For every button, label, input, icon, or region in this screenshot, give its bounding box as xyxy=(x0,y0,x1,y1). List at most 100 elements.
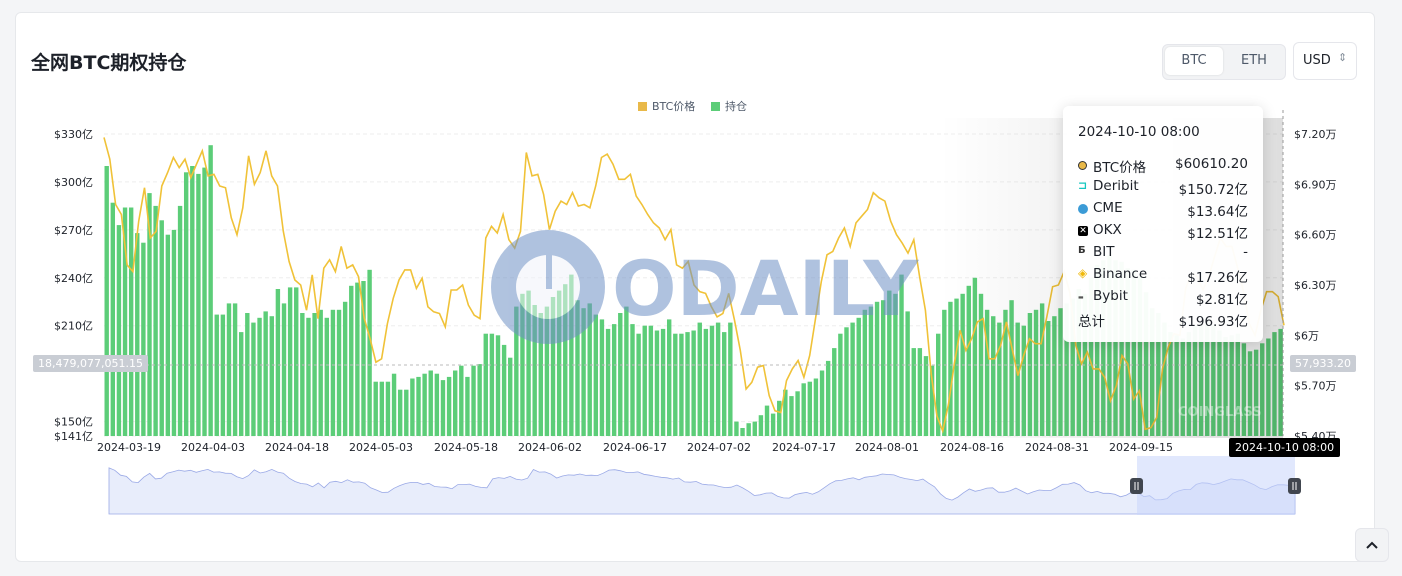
oi-bar xyxy=(514,306,519,436)
oi-bar xyxy=(691,330,696,436)
tooltip-value: $17.26亿 xyxy=(1187,270,1248,286)
oi-bar xyxy=(269,316,274,436)
y-right-tick-label: $6万 xyxy=(1294,329,1319,342)
oi-bar xyxy=(563,284,568,436)
y-left-tick-label: $141亿 xyxy=(54,430,93,443)
oi-bar xyxy=(220,314,226,436)
x-tick-label: 2024-08-16 xyxy=(940,441,1004,454)
tooltip-row-binance: ◈ Binance $17.26亿 xyxy=(1078,266,1248,286)
y-left-tick-label: $150亿 xyxy=(54,416,93,429)
bit-icon: Ƃ xyxy=(1078,245,1086,256)
crosshair-left-value: 18,479,077,051.15 xyxy=(33,355,148,372)
y-left-tick-label: $240亿 xyxy=(54,272,93,285)
oi-bar xyxy=(703,328,709,436)
y-right-tick-label: $6.30万 xyxy=(1294,279,1337,292)
oi-bar xyxy=(832,348,837,436)
crosshair-time-label: 2024-10-10 08:00 xyxy=(1229,438,1341,457)
deribit-icon: ⊐ xyxy=(1078,179,1088,192)
oi-bar xyxy=(624,306,629,436)
oi-bar xyxy=(397,389,403,436)
oi-bar xyxy=(434,373,440,436)
oi-bar xyxy=(587,303,592,436)
oi-bar xyxy=(159,220,164,436)
dot-icon xyxy=(1078,161,1087,170)
x-tick-label: 2024-04-18 xyxy=(265,441,329,454)
asset-toggle: BTC ETH xyxy=(1162,44,1286,80)
oi-bar xyxy=(605,328,611,436)
navigator-selection[interactable] xyxy=(1137,456,1295,515)
oi-bar xyxy=(196,173,201,436)
cme-icon xyxy=(1078,204,1088,214)
navigator-handle-right[interactable] xyxy=(1288,478,1301,494)
bybit-icon: ▬ xyxy=(1078,294,1084,301)
oi-bar xyxy=(929,365,935,436)
oi-bar xyxy=(257,317,262,436)
oi-bar xyxy=(538,313,543,436)
oi-bar xyxy=(446,376,452,436)
oi-bar xyxy=(636,333,641,436)
oi-bar xyxy=(593,314,599,436)
oi-bar xyxy=(862,309,868,436)
oi-bar xyxy=(581,308,586,436)
oi-bar xyxy=(202,167,207,436)
tooltip-name: BTC价格 xyxy=(1093,160,1147,176)
tab-btc[interactable]: BTC xyxy=(1165,47,1223,75)
oi-bar xyxy=(722,332,727,436)
oi-bar xyxy=(838,333,843,436)
tooltip-value: $13.64亿 xyxy=(1187,204,1248,220)
oi-bar xyxy=(501,344,507,436)
y-left-tick-label: $270亿 xyxy=(54,224,93,237)
oi-bar xyxy=(666,319,672,436)
tooltip-row-bybit: ▬ Bybit $2.81亿 xyxy=(1078,288,1248,308)
oi-bar xyxy=(923,356,929,436)
oi-bar xyxy=(251,322,256,436)
tooltip-name: Binance xyxy=(1093,266,1148,282)
legend-label-oi: 持仓 xyxy=(725,100,747,113)
oi-bar xyxy=(440,380,446,436)
x-tick-label: 2024-05-03 xyxy=(349,441,413,454)
oi-bar xyxy=(740,428,745,436)
oi-bar xyxy=(465,376,470,436)
legend-item-price[interactable]: BTC价格 xyxy=(638,98,695,114)
oi-bar xyxy=(936,333,941,436)
oi-bar xyxy=(135,233,140,436)
oi-bar xyxy=(697,322,702,436)
y-left-tick-label: $300亿 xyxy=(54,176,93,189)
oi-bar xyxy=(783,389,788,436)
legend-item-oi[interactable]: 持仓 xyxy=(711,98,747,114)
oi-bar xyxy=(679,333,684,436)
y-right-tick-label: $5.70万 xyxy=(1294,380,1337,393)
oi-bar xyxy=(214,314,219,436)
oi-bar xyxy=(300,313,305,436)
oi-bar xyxy=(104,166,109,436)
oi-bar xyxy=(758,415,764,436)
oi-bar xyxy=(361,281,366,436)
scroll-top-button[interactable] xyxy=(1355,528,1389,562)
x-tick-label: 2024-09-15 xyxy=(1109,441,1173,454)
oi-bar xyxy=(141,242,146,436)
tab-eth[interactable]: ETH xyxy=(1241,53,1267,68)
oi-bar xyxy=(208,145,213,436)
oi-bar xyxy=(330,309,336,436)
oi-bar xyxy=(128,207,134,436)
oi-bar xyxy=(324,317,329,436)
oi-bar xyxy=(263,311,268,436)
tooltip-value: $2.81亿 xyxy=(1195,292,1248,308)
oi-bar xyxy=(819,370,825,436)
oi-bar xyxy=(728,322,733,436)
navigator-handle-left[interactable] xyxy=(1130,478,1143,494)
chart-tooltip: 2024-10-10 08:00 BTC价格 $60610.20 ⊐ Derib… xyxy=(1063,106,1263,342)
main-watermark: ODAILY xyxy=(491,230,919,344)
y-left-tick-label: $210亿 xyxy=(54,320,93,333)
oi-bar xyxy=(287,287,293,436)
y-right-tick-label: $7.20万 xyxy=(1294,128,1337,141)
tooltip-name: 总计 xyxy=(1078,314,1105,330)
oi-bar xyxy=(245,313,250,436)
oi-bar xyxy=(569,274,574,436)
oi-bar xyxy=(471,365,476,436)
x-tick-label: 2024-08-31 xyxy=(1025,441,1089,454)
tooltip-name: Bybit xyxy=(1093,288,1128,304)
currency-select[interactable]: USD ⇕ xyxy=(1293,42,1357,80)
oi-bar xyxy=(459,365,464,436)
oi-bar xyxy=(349,285,354,436)
